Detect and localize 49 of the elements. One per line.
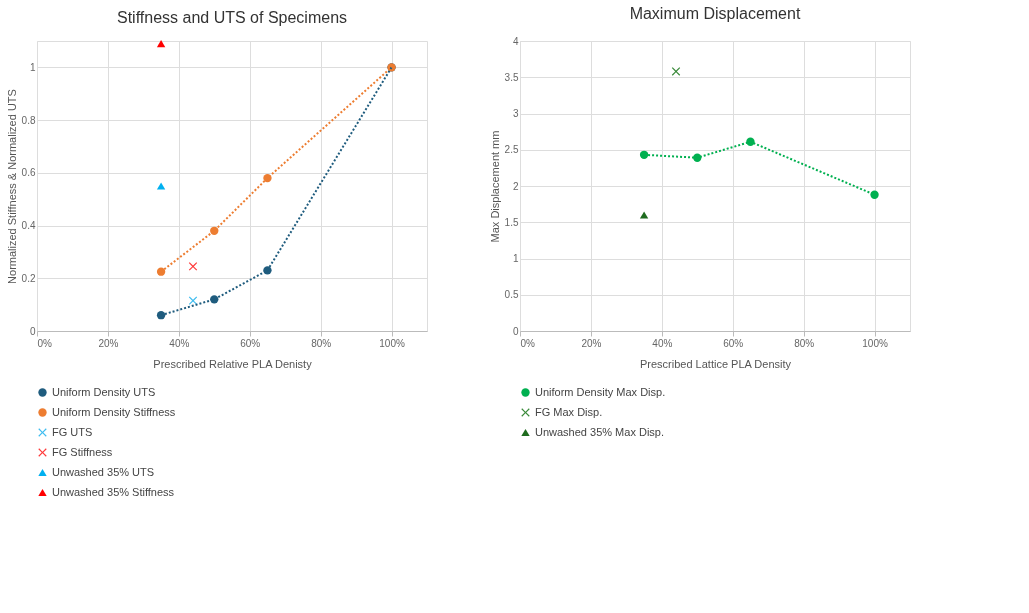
y-tick-label: 0 [512, 325, 519, 337]
point [639, 211, 649, 219]
chart-title: Stiffness and UTS of Specimens [116, 9, 348, 27]
x-tick-label: 60% [723, 337, 744, 349]
x-tick-label: 60% [240, 337, 261, 349]
x-tick-label: 0% [37, 337, 53, 349]
x-tick-label: 80% [794, 337, 815, 349]
point [156, 267, 166, 276]
y-tick-label: 0.5 [504, 289, 519, 301]
x-tick-label: 40% [652, 337, 673, 349]
y-tick-label: 3.5 [504, 71, 519, 83]
x-tick-label: 100% [862, 337, 888, 349]
y-axis-title: Max Displacement mm [488, 130, 501, 243]
y-tick-label: 0.4 [21, 220, 36, 232]
point [671, 67, 681, 76]
legend-label: FG UTS [52, 425, 93, 438]
y-tick-label: 0.2 [21, 272, 36, 284]
x-tick-label: 20% [581, 337, 602, 349]
y-tick-label: 0.8 [21, 114, 36, 126]
x-tick-label: 0% [520, 337, 536, 349]
legend-label: FG Max Disp. [535, 405, 603, 418]
legend-label: Uniform Density UTS [52, 385, 156, 398]
y-tick-label: 1 [29, 61, 36, 73]
point [188, 262, 198, 271]
legend-label: Uniform Density Stiffness [52, 405, 176, 418]
y-tick-label: 4 [512, 35, 519, 47]
x-axis-title: Prescribed Lattice PLA Density [639, 357, 792, 370]
chart-title: Maximum Displacement [629, 5, 801, 22]
point [188, 296, 198, 305]
legend-label: Unwashed 35% Max Disp. [535, 425, 665, 438]
y-tick-label: 0.6 [21, 167, 36, 179]
legend-label: Unwashed 35% Stiffness [52, 485, 175, 498]
legend-label: Uniform Density Max Disp. [535, 385, 666, 398]
point [156, 182, 166, 190]
legend-label: FG Stiffness [52, 445, 113, 458]
point [156, 40, 166, 48]
x-tick-label: 40% [169, 337, 190, 349]
y-tick-label: 2.5 [504, 144, 519, 156]
y-tick-label: 0 [29, 325, 36, 337]
y-tick-label: 2 [512, 180, 519, 192]
x-axis-title: Prescribed Relative PLA Denisty [153, 357, 313, 370]
legend-label: Unwashed 35% UTS [52, 465, 155, 478]
x-tick-label: 100% [379, 337, 405, 349]
x-tick-label: 20% [98, 337, 119, 349]
y-tick-label: 3 [512, 108, 519, 119]
y-axis-title: Normalized Stiffness & Normalized UTS [5, 89, 18, 284]
y-tick-label: 1.5 [504, 216, 519, 228]
y-tick-label: 1 [512, 253, 519, 264]
x-tick-label: 80% [311, 337, 332, 349]
